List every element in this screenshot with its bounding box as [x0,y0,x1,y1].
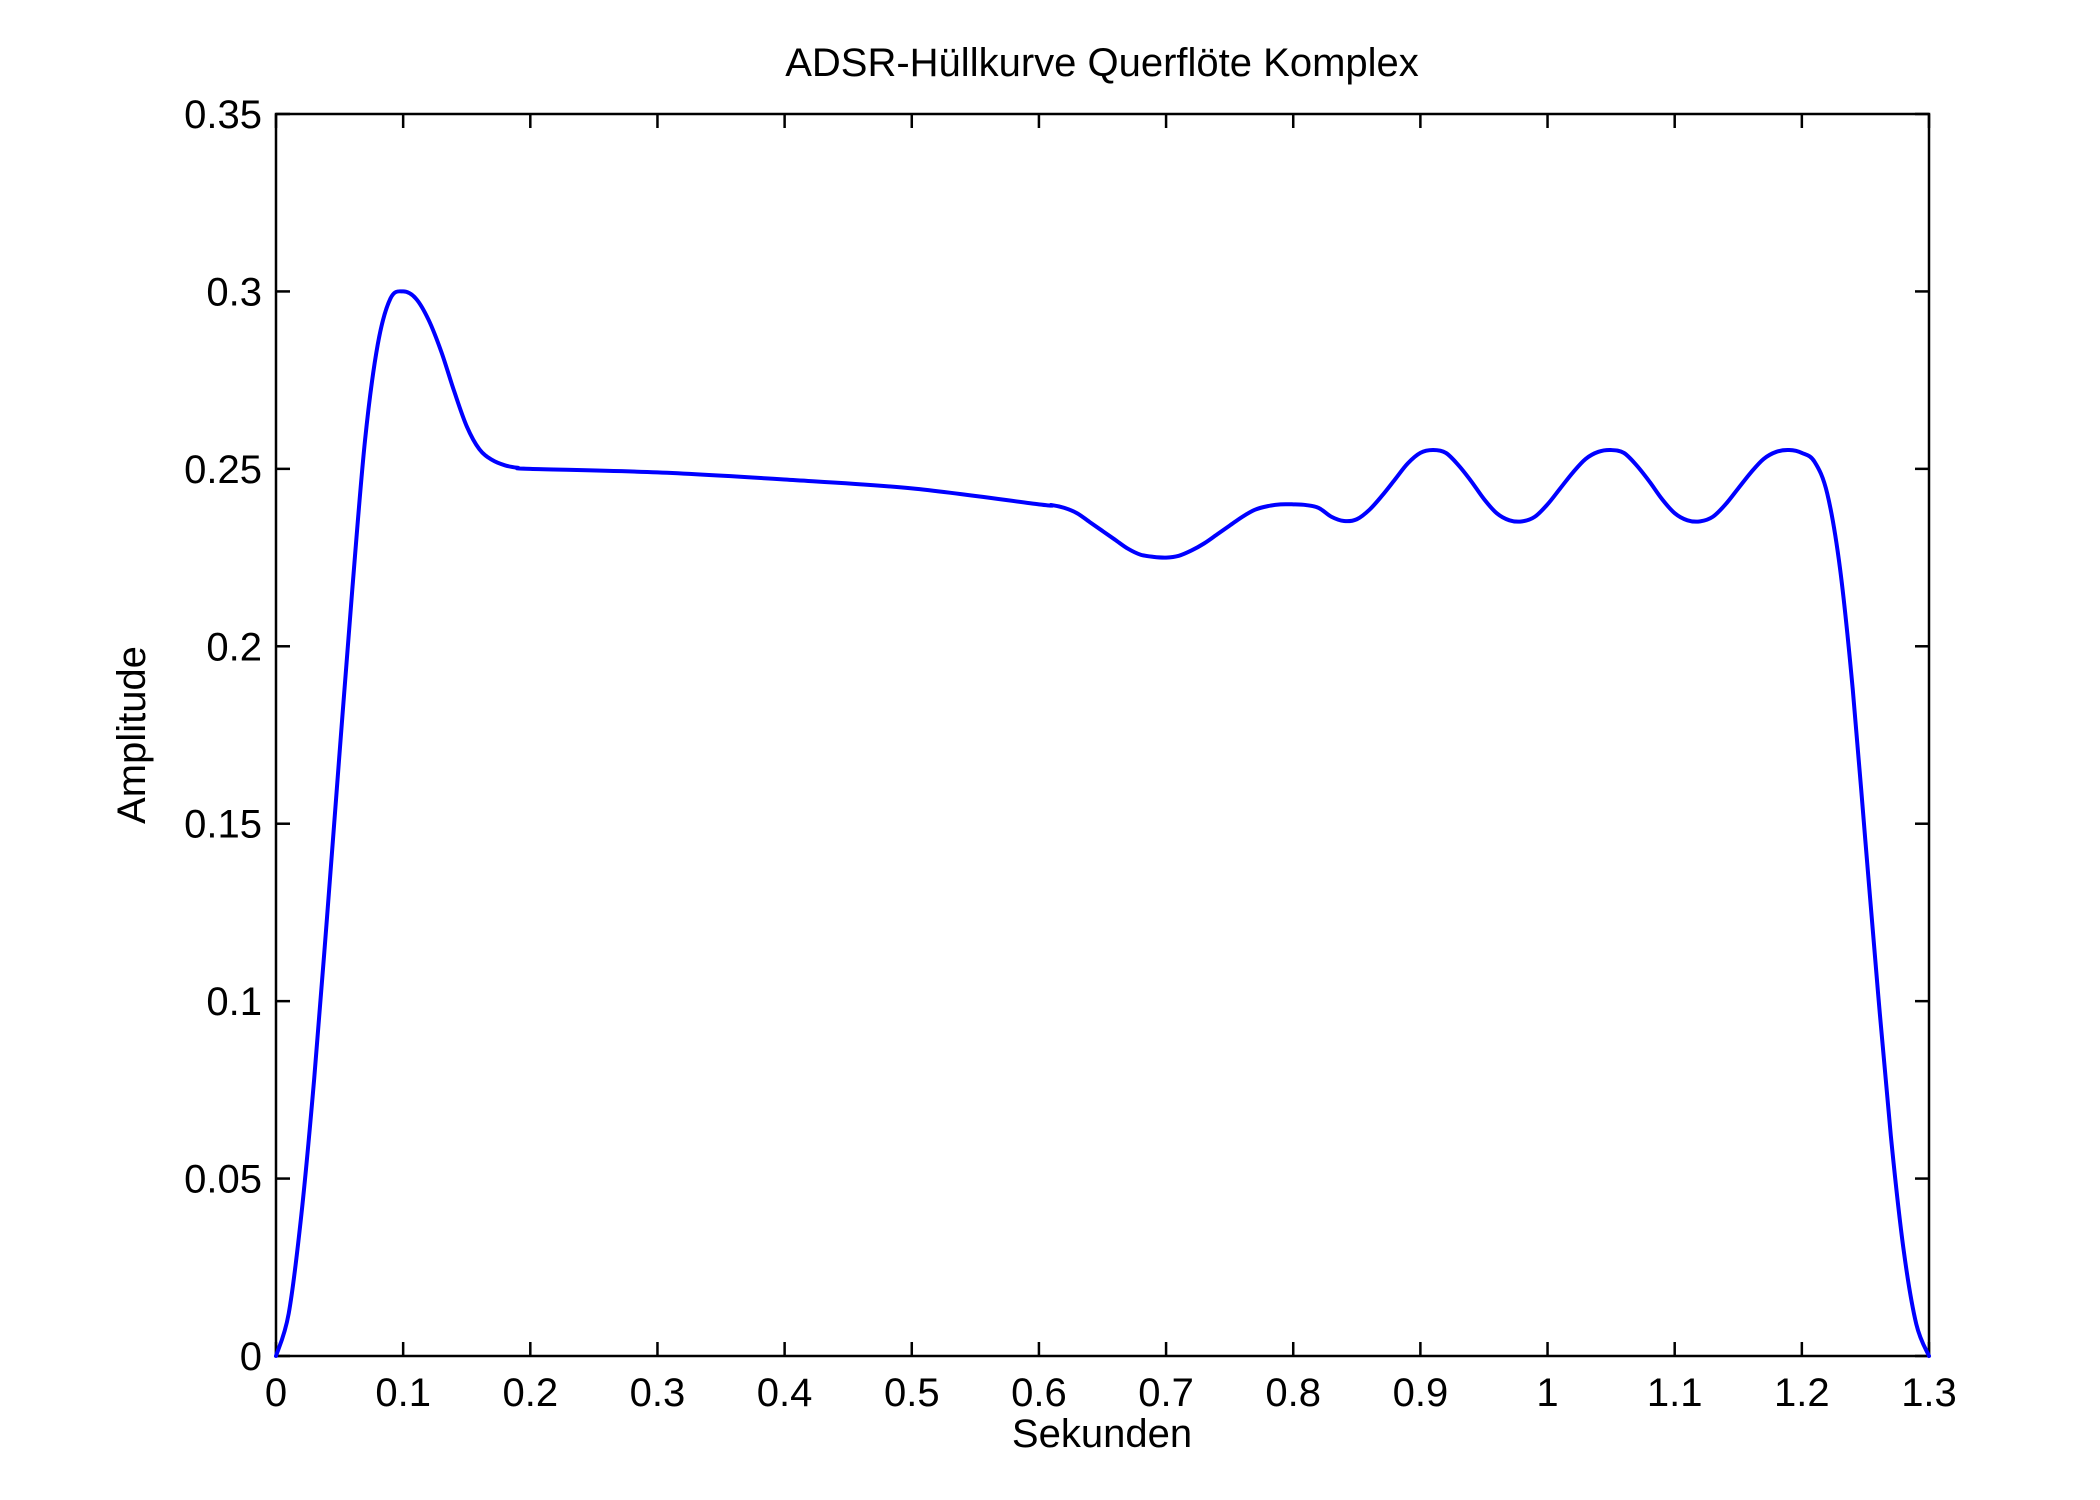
x-axis-tick-labels: 0 0.1 0.2 0.3 0.4 0.5 0.6 0.7 0.8 0.9 1 1.1 1.2 1.3 [265,1371,1957,1415]
x-tick-label: 1.3 [1901,1371,1957,1415]
y-axis-tick-labels: 0 0.05 0.1 0.15 0.2 0.25 0.3 0.35 [184,93,262,1379]
x-axis-label: Sekunden [1012,1412,1192,1456]
envelope-line [274,289,1931,1358]
x-tick-label: 0.1 [375,1371,431,1415]
x-axis-ticks [274,114,1931,1356]
x-tick-label: 0.3 [630,1371,686,1415]
y-tick-label: 0.1 [206,980,262,1024]
y-tick-label: 0.35 [184,93,262,137]
y-tick-label: 0.3 [206,270,262,314]
chart-title: ADSR-Hüllkurve Querflöte Komplex [785,41,1419,85]
x-tick-label: 1 [1536,1371,1558,1415]
y-tick-label: 0.25 [184,448,262,492]
x-tick-label: 0.8 [1265,1371,1321,1415]
x-tick-label: 1.1 [1647,1371,1703,1415]
x-tick-label: 1.2 [1774,1371,1830,1415]
x-tick-label: 0.2 [503,1371,559,1415]
y-tick-label: 0 [240,1335,262,1379]
x-tick-label: 0.6 [1011,1371,1067,1415]
x-tick-label: 0.5 [884,1371,940,1415]
y-axis-label: Amplitude [110,646,154,824]
x-tick-label: 0.4 [757,1371,813,1415]
y-tick-label: 0.2 [206,625,262,669]
y-tick-label: 0.05 [184,1158,262,1202]
y-axis-ticks [276,112,1929,1358]
x-tick-label: 0.9 [1393,1371,1449,1415]
x-tick-label: 0 [265,1371,287,1415]
y-tick-label: 0.15 [184,803,262,847]
x-tick-label: 0.7 [1138,1371,1194,1415]
plot-area [274,112,1931,1358]
